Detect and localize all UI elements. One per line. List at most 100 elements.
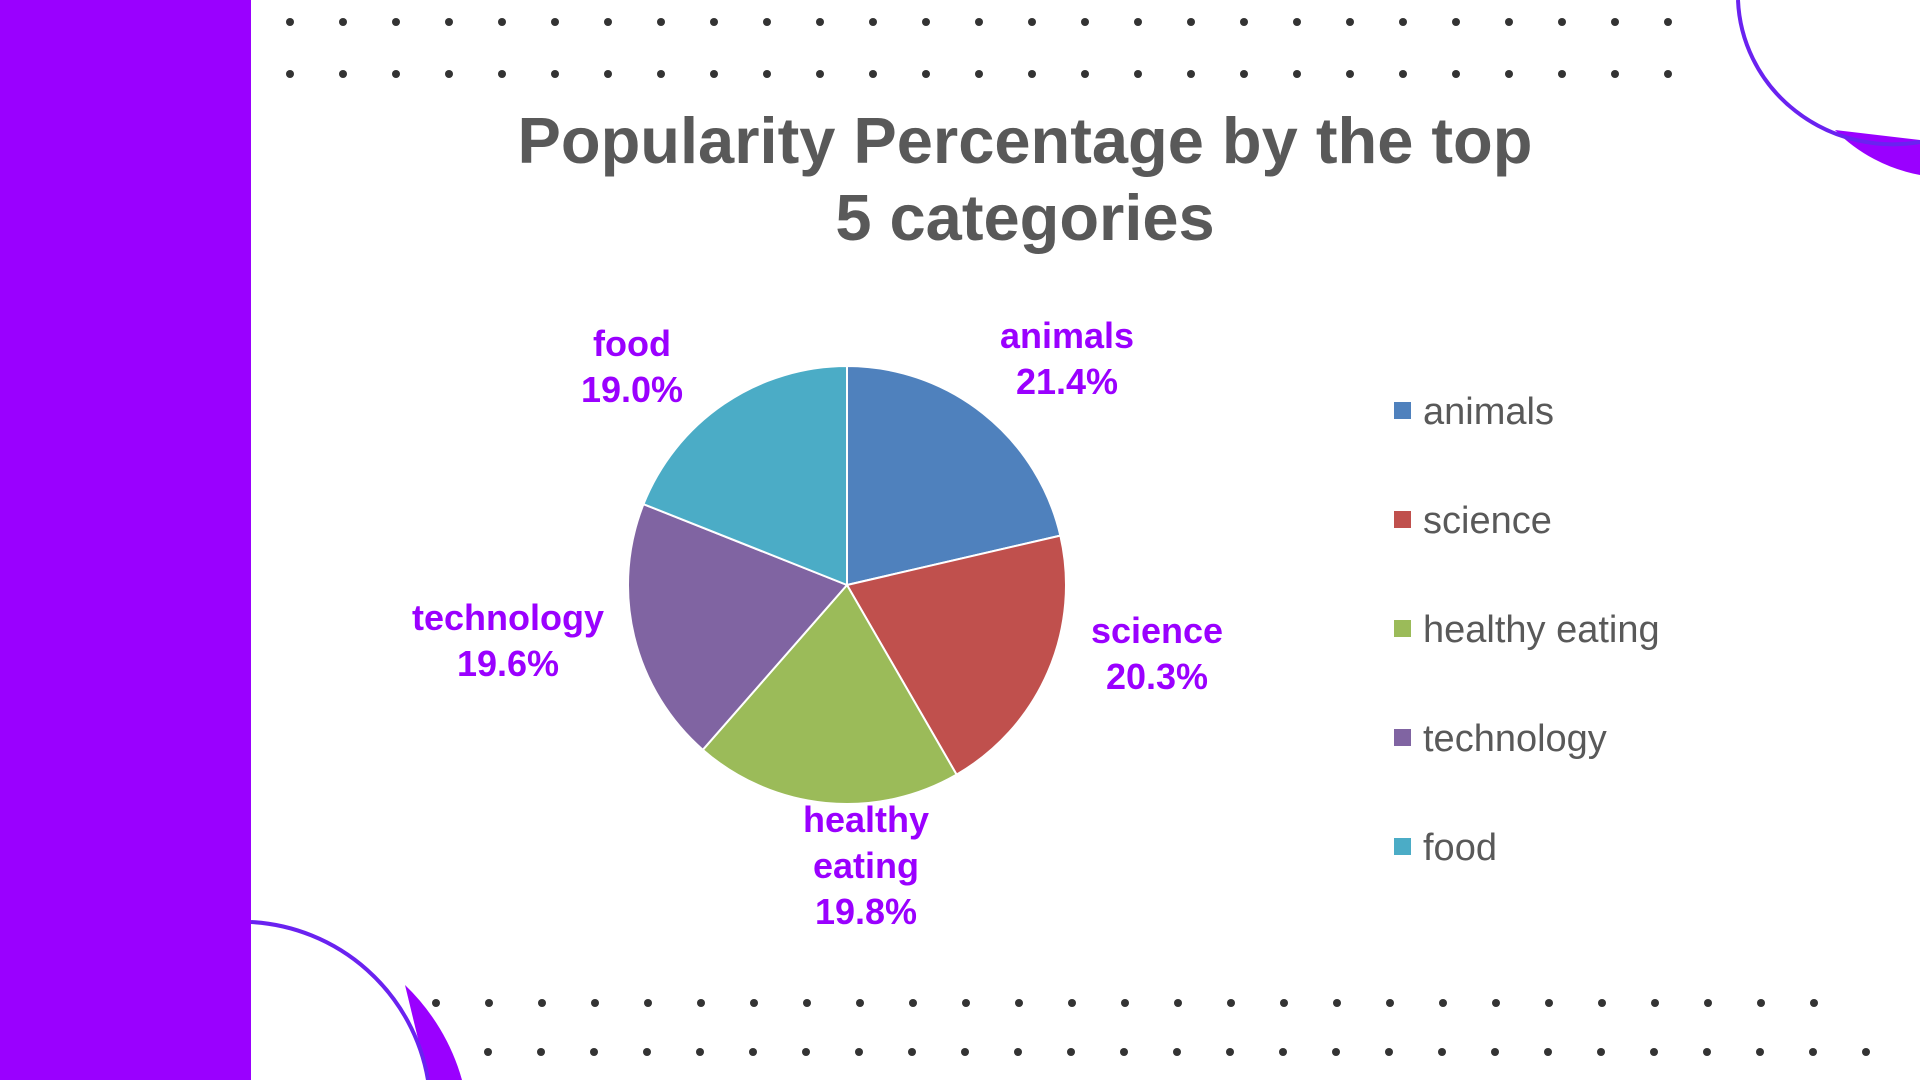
decor-dot [1757,999,1765,1007]
decor-dot [1611,70,1619,78]
decor-dot [1067,1048,1075,1056]
decor-dot [1293,70,1301,78]
decor-dot [1399,18,1407,26]
decor-dot [286,70,294,78]
decor-dot [909,999,917,1007]
decor-dot [498,70,506,78]
decor-dot [643,1048,651,1056]
legend-label-science: science [1423,500,1552,542]
decor-dot [537,1048,545,1056]
decor-dot [604,18,612,26]
decor-dot [484,1048,492,1056]
decor-dot [1081,70,1089,78]
decor-dot [591,999,599,1007]
decor-dot [1120,1048,1128,1056]
data-label-science: science [1091,610,1223,651]
legend-swatch-science [1394,511,1411,528]
corner-arc-fill [405,985,462,1080]
decor-dot [1346,70,1354,78]
legend-label-healthy-eating: healthy eating [1423,609,1660,651]
decor-dot [590,1048,598,1056]
decor-dot [1068,999,1076,1007]
decor-dot [869,70,877,78]
decor-dot [1438,1048,1446,1056]
decor-dot [551,18,559,26]
decor-dot [485,999,493,1007]
legend-swatch-technology [1394,729,1411,746]
decor-dot [1452,18,1460,26]
decor-dot [749,1048,757,1056]
decor-dot [1505,18,1513,26]
decor-dot [1399,70,1407,78]
data-label-healthy-eating: eating [813,845,919,886]
decor-dot [551,70,559,78]
decor-dot [856,999,864,1007]
data-label-technology: technology [412,597,604,638]
pie-slice-animals [846,364,1062,587]
decor-dot [1280,999,1288,1007]
decor-dot [1492,999,1500,1007]
decor-dot [975,70,983,78]
decor-dot [962,999,970,1007]
decor-dot [710,70,718,78]
decor-dot [1558,70,1566,78]
decor-dot [803,999,811,1007]
decor-dot [657,70,665,78]
decor-dot [1809,1048,1817,1056]
decor-dot [696,1048,704,1056]
decor-dot [432,999,440,1007]
decor-dot [1187,18,1195,26]
decor-dot [697,999,705,1007]
decor-dot [1505,70,1513,78]
decor-dot [1439,999,1447,1007]
chart-title-line-2: 5 categories [835,181,1215,254]
decor-dot [1704,999,1712,1007]
pie-slice-technology [627,502,849,752]
decor-dot [1081,18,1089,26]
decor-dot [657,18,665,26]
decor-dot [1015,999,1023,1007]
decor-dot [1611,18,1619,26]
sidebar-accent-bar [0,0,251,1080]
data-label-technology: 19.6% [457,643,559,684]
decor-dot [816,18,824,26]
decor-dot [1491,1048,1499,1056]
chart-title: Popularity Percentage by the top 5 categ… [420,102,1630,256]
decor-dot [1240,70,1248,78]
decor-dot [1558,18,1566,26]
decor-dot [1545,999,1553,1007]
data-label-food: 19.0% [581,369,683,410]
decor-dot [339,18,347,26]
decor-dot [1279,1048,1287,1056]
decor-dot [1134,70,1142,78]
decor-dot [1028,18,1036,26]
decor-dot [763,70,771,78]
decor-dot [1810,999,1818,1007]
decor-dot [975,18,983,26]
chart-title-line-1: Popularity Percentage by the top [517,104,1533,177]
decor-dot [1028,70,1036,78]
decor-dot [869,18,877,26]
decor-dot [1862,1048,1870,1056]
data-label-animals: animals [1000,315,1134,356]
legend-swatch-animals [1394,402,1411,419]
decor-dot [1293,18,1301,26]
decor-dot [1386,999,1394,1007]
legend-label-animals: animals [1423,391,1554,433]
decor-dot [1332,1048,1340,1056]
decor-dot [816,70,824,78]
decor-dot [961,1048,969,1056]
decor-dot [1174,999,1182,1007]
decor-dot [750,999,758,1007]
decor-dot [604,70,612,78]
decor-dot [855,1048,863,1056]
decor-dot [1227,999,1235,1007]
decor-dot [644,999,652,1007]
decor-dot [339,70,347,78]
decor-dot [392,70,400,78]
data-label-science: 20.3% [1106,656,1208,697]
decor-dot [1240,18,1248,26]
data-label-food: food [593,323,671,364]
